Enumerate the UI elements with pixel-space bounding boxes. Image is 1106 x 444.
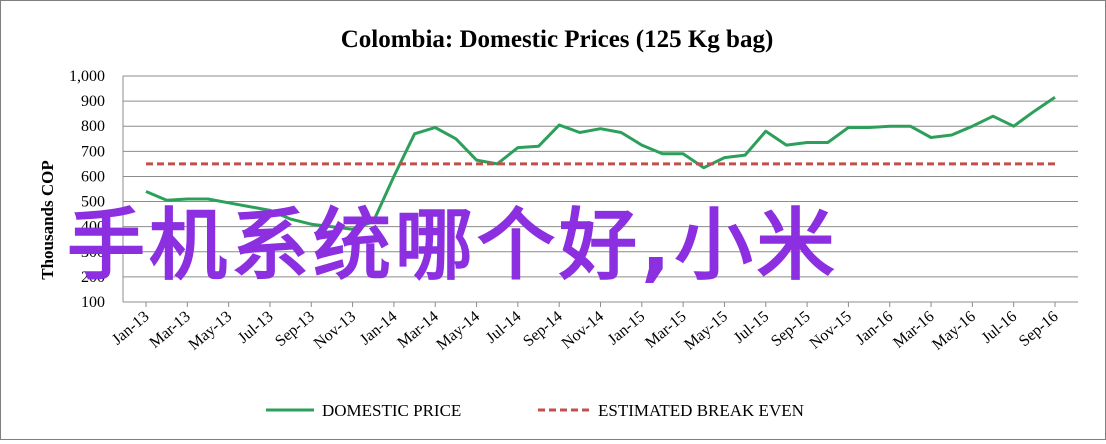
x-tick-label: May-16	[929, 308, 979, 354]
series-group	[145, 96, 1056, 231]
x-tick-label: Mar-16	[890, 308, 937, 352]
x-tick-label: Jul-16	[979, 308, 1021, 347]
x-tick-label: Nov-13	[311, 308, 359, 352]
y-tick-label: 600	[81, 168, 105, 185]
x-tick-label: Nov-14	[559, 308, 607, 352]
x-tick-label: Mar-15	[642, 308, 689, 352]
x-tick-label: Mar-13	[146, 308, 193, 352]
y-tick-label: 700	[81, 143, 105, 160]
y-tick-label: 100	[81, 294, 105, 311]
x-tick-label: Sep-15	[768, 308, 814, 350]
y-tick-label: 500	[81, 194, 105, 211]
x-tick-label: Jul-13	[235, 308, 277, 347]
legend-label: ESTIMATED BREAK EVEN	[598, 401, 804, 420]
y-axis-label: Thousands COP	[38, 160, 57, 280]
x-tick-label: Jan-13	[109, 308, 153, 348]
x-tick-label: May-13	[185, 308, 235, 354]
x-tick-label: Nov-15	[807, 308, 855, 352]
x-tick-label: Jan-15	[605, 308, 649, 348]
x-tick-label: May-14	[433, 308, 483, 354]
x-tick-label: Sep-16	[1016, 308, 1062, 350]
x-tick-label: Jan-16	[853, 308, 897, 348]
legend-label: DOMESTIC PRICE	[322, 401, 461, 420]
x-tick-label: Jul-14	[483, 308, 525, 347]
y-tick-label: 900	[81, 93, 105, 110]
x-tick-label: Jul-15	[731, 308, 773, 347]
chart-title: Colombia: Domestic Prices (125 Kg bag)	[341, 26, 774, 53]
y-tick-label: 300	[81, 244, 105, 261]
x-tick-label: Sep-13	[272, 308, 318, 350]
series-line-domestic-price	[145, 96, 1056, 231]
y-axis-ticks: 100 200 300 400 500 600 700 800 900 1,000	[69, 68, 105, 311]
x-tick-label: Jan-14	[357, 308, 401, 348]
legend: DOMESTIC PRICE ESTIMATED BREAK EVEN	[266, 401, 804, 420]
x-tick-label: Mar-14	[394, 308, 441, 352]
overlay-watermark-text: 手机系统哪个好,小米	[67, 201, 839, 291]
x-tick-label: Sep-14	[520, 308, 566, 350]
y-tick-label: 400	[81, 219, 105, 236]
y-tick-label: 1,000	[69, 68, 105, 85]
y-tick-label: 800	[81, 118, 105, 135]
gridlines	[122, 75, 1078, 303]
x-tick-label: May-15	[681, 308, 731, 354]
y-tick-label: 200	[81, 269, 105, 286]
